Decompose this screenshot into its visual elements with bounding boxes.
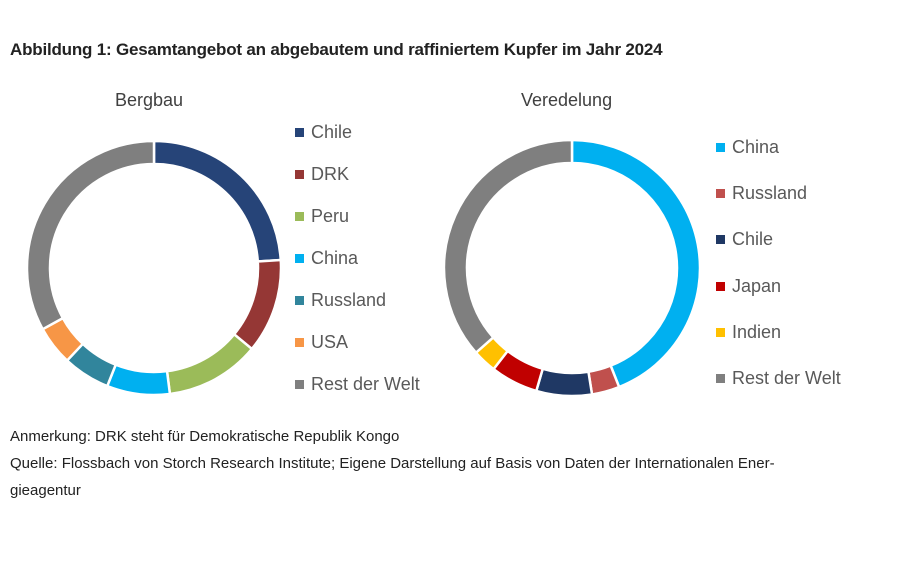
legend-item: Rest der Welt bbox=[716, 368, 841, 389]
legend-label: USA bbox=[311, 332, 349, 352]
slice-rest-der-welt bbox=[443, 139, 574, 355]
legend-swatch bbox=[716, 235, 725, 245]
slice-rest-der-welt bbox=[26, 140, 156, 331]
legend-item: Indien bbox=[716, 322, 781, 343]
legend-item: USA bbox=[295, 332, 348, 353]
legend-label: Rest der Welt bbox=[732, 368, 841, 388]
legend-swatch bbox=[295, 212, 304, 221]
legend-label: Japan bbox=[732, 275, 782, 296]
legend-label: Indien bbox=[732, 321, 782, 342]
legend-swatch bbox=[716, 143, 725, 152]
legend-swatch bbox=[295, 380, 304, 389]
source-line-continued: gieagentur bbox=[10, 482, 81, 499]
legend-label: Russland bbox=[732, 183, 808, 204]
legend-swatch bbox=[295, 338, 304, 347]
legend-item: Japan bbox=[716, 276, 781, 297]
legend-item: DRK bbox=[295, 164, 349, 185]
legend-item: Rest der Welt bbox=[295, 374, 420, 395]
legend-label: Peru bbox=[311, 206, 350, 226]
legend-swatch bbox=[295, 296, 304, 305]
slice-china bbox=[105, 363, 172, 396]
legend-swatch bbox=[716, 374, 725, 383]
figure-title: Abbildung 1: Gesamtangebot an abgebautem… bbox=[10, 40, 663, 59]
legend-item: Chile bbox=[716, 229, 773, 250]
source-line: Quelle: Flossbach von Storch Research In… bbox=[10, 455, 775, 472]
legend-swatch bbox=[295, 128, 304, 137]
legend-label: Rest der Welt bbox=[311, 374, 420, 394]
slice-drk bbox=[232, 258, 282, 351]
chart-title-bergbau: Bergbau bbox=[115, 90, 184, 110]
legend-item: Peru bbox=[295, 206, 349, 227]
legend-item: China bbox=[295, 248, 358, 269]
legend-label: Russland bbox=[311, 290, 387, 310]
slice-chile bbox=[152, 140, 282, 263]
chart-title-veredelung: Veredelung bbox=[521, 90, 613, 110]
legend-label: DRK bbox=[311, 164, 350, 184]
donut-bergbau bbox=[26, 140, 282, 396]
legend-item: Russland bbox=[295, 290, 386, 311]
slice-chile bbox=[534, 367, 594, 397]
legend-swatch bbox=[716, 281, 725, 291]
legend-swatch bbox=[716, 327, 725, 337]
donut-veredelung bbox=[443, 139, 701, 397]
legend-swatch bbox=[716, 189, 725, 199]
slice-china bbox=[570, 139, 701, 389]
legend-label: China bbox=[311, 248, 359, 268]
legend-swatch bbox=[295, 254, 304, 263]
note-line: Anmerkung: DRK steht für Demokratische R… bbox=[10, 428, 400, 445]
slice-peru bbox=[165, 332, 254, 396]
legend-label: Chile bbox=[732, 229, 774, 250]
legend-swatch bbox=[295, 170, 304, 179]
legend-label: China bbox=[732, 137, 780, 157]
legend-item: Russland bbox=[716, 183, 807, 204]
legend-label: Chile bbox=[311, 122, 353, 142]
legend-item: Chile bbox=[295, 122, 352, 143]
legend-item: China bbox=[716, 137, 779, 158]
